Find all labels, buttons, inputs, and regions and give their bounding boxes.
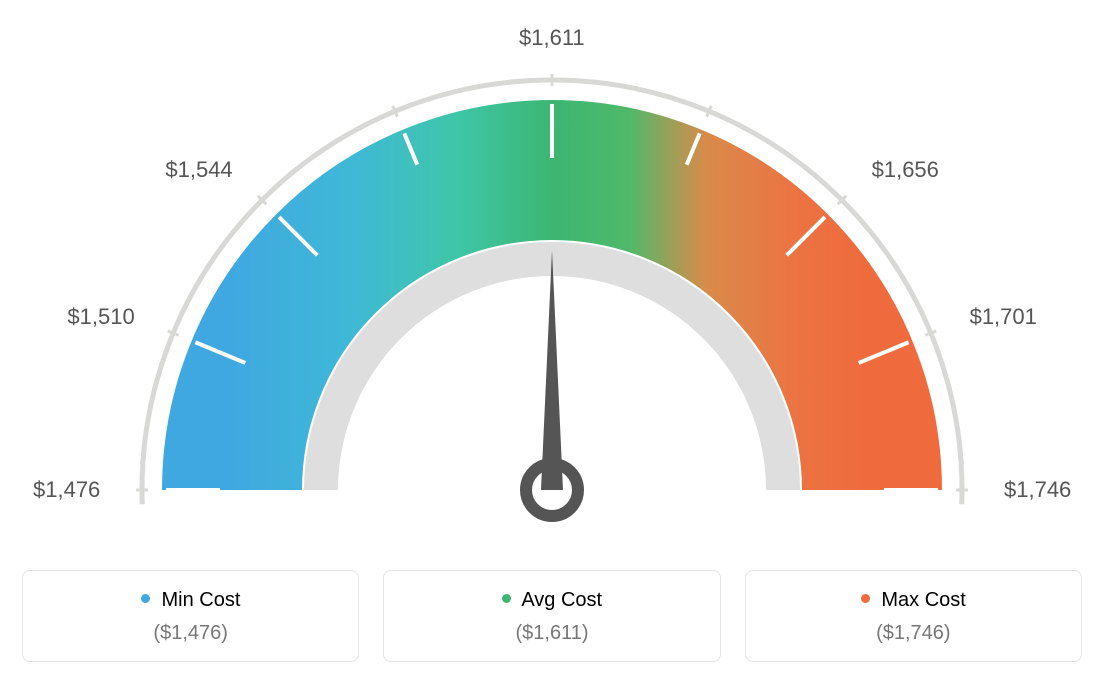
legend-title-text: Avg Cost <box>521 589 602 611</box>
gauge-tick-label: $1,611 <box>519 25 585 51</box>
gauge-svg <box>22 20 1082 540</box>
dot-icon <box>861 594 870 603</box>
gauge-tick-label: $1,746 <box>1004 477 1071 503</box>
legend-title-min: Min Cost <box>35 589 346 612</box>
legend-title-avg: Avg Cost <box>396 589 707 612</box>
legend-row: Min Cost ($1,476) Avg Cost ($1,611) Max … <box>22 570 1082 662</box>
legend-title-text: Min Cost <box>161 589 240 611</box>
gauge-tick-label: $1,476 <box>33 477 100 503</box>
gauge-chart: $1,476 $1,510 $1,544 $1,611 $1,656 $1,701 $1,7… <box>22 20 1082 540</box>
legend-card-avg: Avg Cost ($1,611) <box>383 570 720 662</box>
legend-card-max: Max Cost ($1,746) <box>745 570 1082 662</box>
gauge-tick-label: $1,701 <box>970 304 1037 330</box>
dot-icon <box>141 594 150 603</box>
dot-icon <box>502 594 511 603</box>
legend-title-text: Max Cost <box>881 589 965 611</box>
legend-title-max: Max Cost <box>758 589 1069 612</box>
legend-value-min: ($1,476) <box>35 622 346 645</box>
legend-value-avg: ($1,611) <box>396 622 707 645</box>
legend-card-min: Min Cost ($1,476) <box>22 570 359 662</box>
gauge-tick-label: $1,656 <box>872 157 939 183</box>
gauge-tick-label: $1,510 <box>67 304 134 330</box>
legend-value-max: ($1,746) <box>758 622 1069 645</box>
gauge-tick-label: $1,544 <box>165 157 232 183</box>
